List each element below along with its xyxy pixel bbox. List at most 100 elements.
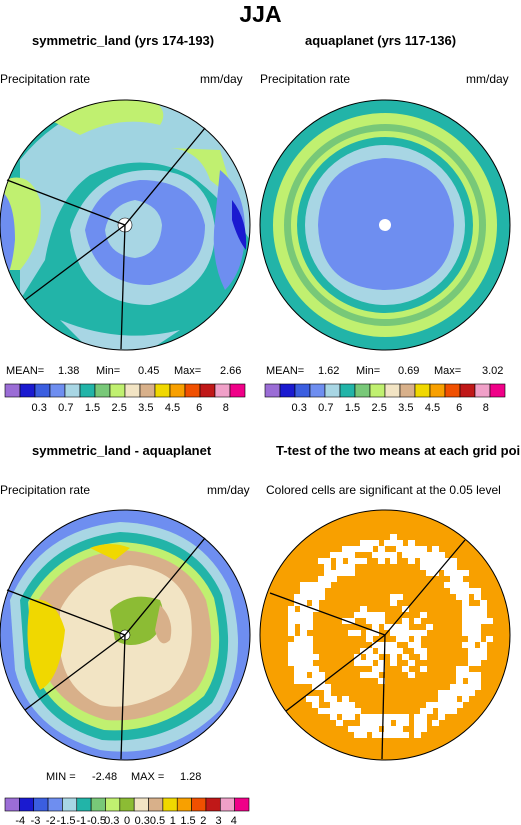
p4-cell — [396, 636, 403, 642]
p4-cell — [384, 648, 391, 654]
p4-cell — [486, 636, 493, 642]
p4-cell — [396, 630, 403, 636]
cbar3-cell-10 — [148, 797, 164, 812]
cbar3-tick-3: -1.5 — [57, 815, 76, 825]
cbar3-cell-5 — [76, 797, 92, 812]
p4-cell — [294, 642, 301, 648]
panel1-min-label: Min= — [96, 365, 121, 377]
p4-cell — [468, 606, 475, 612]
p3-contour-9 — [155, 605, 172, 644]
panel3-variable-label: Precipitation rate — [0, 483, 91, 497]
p4-cell — [354, 654, 361, 660]
panel2-min-value: 0.69 — [398, 365, 420, 377]
p4-cell — [288, 606, 295, 612]
p4-cell — [372, 726, 379, 732]
p4-cell — [372, 618, 379, 624]
p1-contour-12 — [60, 320, 180, 350]
p4-cell — [420, 558, 427, 564]
p4-cell — [402, 552, 409, 558]
p4-cell — [468, 588, 475, 594]
p4-cell — [312, 672, 319, 678]
p4-cell — [432, 564, 439, 570]
p4-cell — [390, 630, 397, 636]
p4-cell — [300, 678, 307, 684]
p4-cell — [408, 642, 415, 648]
p4-cell — [468, 612, 475, 618]
p4-cell — [414, 552, 421, 558]
p1-contour-7 — [105, 200, 162, 258]
p4-cell — [468, 624, 475, 630]
p4-cell — [354, 558, 361, 564]
p4-cell — [372, 552, 379, 558]
p4-cell — [366, 648, 373, 654]
p4-cell — [432, 702, 439, 708]
p4-cell — [408, 552, 415, 558]
p4-cell — [384, 552, 391, 558]
p4-cell — [420, 714, 427, 720]
p4-cell — [414, 642, 421, 648]
p4-cell — [450, 582, 457, 588]
figure-title: JJA — [239, 1, 282, 27]
p4-cell — [438, 696, 445, 702]
p4-cell — [390, 624, 397, 630]
p4-cell — [306, 642, 313, 648]
p4-cell — [414, 630, 421, 636]
cbar3-tick-13: 3 — [215, 815, 221, 825]
cbar3-tick-11: 1.5 — [180, 815, 195, 825]
p4-cell — [408, 540, 415, 546]
panel2-colorbar-ticks: 0.3 0.7 1.5 2.5 3.5 4.5 6 8 — [292, 402, 489, 414]
p4-cell — [474, 606, 481, 612]
p4-cell — [396, 714, 403, 720]
p4-cell — [294, 654, 301, 660]
p4-cell — [348, 708, 355, 714]
cbar1-cell-10 — [154, 383, 171, 398]
p4-cell — [408, 546, 415, 552]
cbar3-cell-6 — [90, 797, 106, 812]
p4-cell — [390, 534, 397, 540]
p4-cell — [360, 546, 367, 552]
p1-continent-edge-2 — [6, 179, 126, 226]
p4-cell — [312, 600, 319, 606]
p4-cell — [306, 660, 313, 666]
cbar1-tick-3: 2.5 — [112, 402, 127, 414]
panel3-map — [0, 510, 250, 760]
p4-cell — [432, 552, 439, 558]
p4-cell — [348, 702, 355, 708]
p4-cell — [300, 654, 307, 660]
p4-cell — [474, 588, 481, 594]
p4-cell — [336, 558, 343, 564]
p4-cell — [336, 564, 343, 570]
cbar1-cell-4 — [64, 383, 81, 398]
p4-cell — [300, 606, 307, 612]
p4-cell — [396, 732, 403, 738]
p4-cell — [450, 588, 457, 594]
p4-cell — [456, 576, 463, 582]
p4-cell — [348, 570, 355, 576]
cbar1-cell-12 — [184, 383, 201, 398]
panel2-mean-value: 1.62 — [318, 365, 340, 377]
p4-cell — [378, 552, 385, 558]
p4-cell — [426, 564, 433, 570]
p4-cell — [330, 696, 337, 702]
p4-cell — [426, 702, 433, 708]
panel1-colorbar — [4, 383, 246, 398]
p4-cell — [426, 552, 433, 558]
p4-cell — [480, 642, 487, 648]
p4-cell — [342, 570, 349, 576]
p4-cell — [462, 582, 469, 588]
p4-cell — [456, 702, 463, 708]
p4-cell — [420, 720, 427, 726]
panel3-title: symmetric_land - aquaplanet — [32, 443, 212, 458]
panel1-variable-label: Precipitation rate — [0, 72, 91, 86]
p4-cell — [354, 708, 361, 714]
cbar1-cell-9 — [139, 383, 156, 398]
p4-cell — [408, 558, 415, 564]
p4-cell — [294, 594, 301, 600]
cbar2-tick-7: 8 — [483, 402, 489, 414]
p4-cell — [462, 618, 469, 624]
p4-cell — [486, 618, 493, 624]
cbar3-cell-9 — [133, 797, 149, 812]
p4-cell — [372, 720, 379, 726]
cbar3-cell-12 — [176, 797, 192, 812]
cbar2-tick-0: 0.3 — [292, 402, 307, 414]
